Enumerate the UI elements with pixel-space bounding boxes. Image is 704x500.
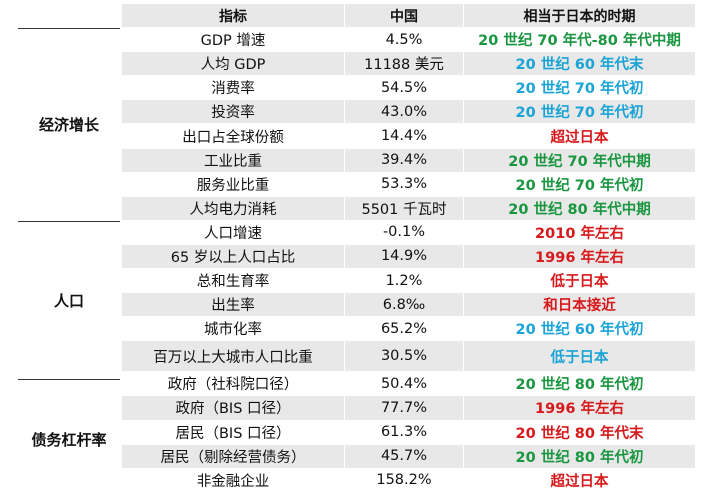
table-row: 投资率 43.0% 20 世纪 70 年代初 (18, 100, 695, 124)
japan-period-cell: 20 世纪 60 年代末 (464, 52, 695, 76)
china-value-cell: 65.2% (380, 320, 428, 337)
indicator-cell: 居民（BIS 口径） (175, 425, 291, 442)
japan-period-cell: 超过日本 (550, 129, 609, 146)
table-row: 居民（BIS 口径） 61.3% 20 世纪 80 年代末 (18, 421, 695, 445)
japan-period-cell: 20 世纪 80 年代初 (464, 444, 695, 468)
category-economic-growth: 经济增长 (38, 116, 99, 134)
japan-period-cell: 20 世纪 60 年代初 (515, 322, 644, 339)
table-row: 政府（社科院口径） 50.4% 20 世纪 80 年代初 (18, 372, 695, 396)
china-value-cell: 14.9% (345, 244, 463, 269)
category-debt-leverage: 债务杠杆率 (31, 430, 107, 449)
china-value-cell: 158.2% (376, 472, 432, 489)
japan-period-cell: 1996 年左右 (464, 244, 695, 269)
indicator-cell: 工业比重 (122, 148, 344, 172)
japan-period-cell: 20 世纪 70 年代初 (515, 81, 644, 98)
comparison-table: 指标 中国 相当于日本的时期 GDP 增速 4.5% 20 世纪 70 年代-80 … (18, 4, 695, 493)
indicator-cell: 居民（剔除经营债务） (122, 444, 344, 468)
indicator-cell: 人口增速 (204, 225, 262, 242)
china-value-cell: 50.4% (380, 375, 428, 392)
japan-period-cell: 1996 年左右 (464, 396, 695, 420)
china-value-cell: 30.5% (345, 341, 463, 372)
japan-period-cell: 20 世纪 80 年代末 (515, 425, 644, 442)
japan-period-cell: 和日本接近 (464, 293, 695, 317)
indicator-cell: 投资率 (122, 100, 344, 124)
china-value-cell: 4.5% (385, 31, 423, 48)
china-value-cell: 77.7% (345, 396, 463, 420)
table-row: 城市化率 65.2% 20 世纪 60 年代初 (18, 317, 695, 341)
table-row: 非金融企业 158.2% 超过日本 (18, 469, 695, 493)
table-row: 65 岁以上人口占比 14.9% 1996 年左右 (18, 244, 695, 269)
china-value-cell: 61.3% (380, 424, 428, 441)
china-value-cell: 45.7% (345, 444, 463, 468)
table-row: 人均电力消耗 5501 千瓦时 20 世纪 80 年代中期 (18, 196, 695, 221)
indicator-cell: 政府（BIS 口径） (122, 396, 344, 420)
table-row: 人均 GDP 11188 美元 20 世纪 60 年代末 (18, 52, 695, 76)
indicator-cell: 人均电力消耗 (122, 196, 344, 220)
japan-period-cell: 20 世纪 70 年代初 (515, 177, 644, 194)
indicator-cell: 人均 GDP (122, 52, 344, 76)
china-value-cell: 6.8‰ (345, 293, 463, 317)
category-divider (18, 221, 120, 222)
japan-period-cell: 20 世纪 70 年代-80 年代中期 (478, 33, 681, 50)
category-divider (18, 379, 120, 380)
indicator-cell: 非金融企业 (196, 473, 270, 490)
japan-period-cell: 20 世纪 80 年代初 (515, 377, 644, 394)
japan-period-cell: 低于日本 (464, 341, 695, 372)
japan-period-cell: 超过日本 (550, 473, 609, 490)
indicator-cell: 城市化率 (204, 322, 262, 339)
indicator-cell: 出口占全球份额 (182, 129, 284, 146)
indicator-cell: 政府（社科院口径） (167, 377, 299, 394)
china-value-cell: 5501 千瓦时 (345, 196, 463, 220)
table-row: GDP 增速 4.5% 20 世纪 70 年代-80 年代中期 (18, 28, 695, 52)
indicator-cell: 出生率 (122, 293, 344, 317)
table-row: 百万以上大城市人口比重 30.5% 低于日本 (18, 341, 695, 372)
indicator-cell: 服务业比重 (196, 177, 270, 194)
header-indicator: 指标 (122, 4, 344, 28)
category-divider (18, 28, 120, 29)
japan-period-cell: 20 世纪 70 年代中期 (464, 148, 695, 172)
table-body: GDP 增速 4.5% 20 世纪 70 年代-80 年代中期人均 GDP 11188… (18, 28, 695, 493)
china-value-cell: -0.1% (382, 224, 426, 241)
category-population: 人口 (53, 291, 84, 310)
table-row: 人口增速 -0.1% 2010 年左右 (18, 221, 695, 245)
japan-period-cell: 低于日本 (550, 274, 609, 291)
japan-period-cell: 2010 年左右 (535, 225, 624, 242)
table-row: 服务业比重 53.3% 20 世纪 70 年代初 (18, 173, 695, 197)
indicator-cell: 总和生育率 (196, 274, 270, 291)
table-row: 出口占全球份额 14.4% 超过日本 (18, 124, 695, 148)
table-row: 政府（BIS 口径） 77.7% 1996 年左右 (18, 396, 695, 420)
indicator-cell: 65 岁以上人口占比 (122, 244, 344, 269)
table-row: 工业比重 39.4% 20 世纪 70 年代中期 (18, 148, 695, 173)
indicator-cell: 消费率 (211, 81, 255, 98)
header-japan-period: 相当于日本的时期 (464, 4, 695, 28)
japan-period-cell: 20 世纪 80 年代中期 (464, 196, 695, 220)
indicator-cell: 百万以上大城市人口比重 (122, 341, 344, 372)
china-value-cell: 54.5% (380, 79, 428, 96)
table-header-row: 指标 中国 相当于日本的时期 (18, 4, 695, 28)
china-value-cell: 11188 美元 (345, 52, 463, 76)
china-value-cell: 14.4% (380, 128, 428, 145)
table-row: 消费率 54.5% 20 世纪 70 年代初 (18, 76, 695, 100)
china-value-cell: 1.2% (385, 272, 423, 289)
japan-period-cell: 20 世纪 70 年代初 (464, 100, 695, 124)
china-value-cell: 43.0% (345, 100, 463, 124)
table-row: 总和生育率 1.2% 低于日本 (18, 269, 695, 293)
indicator-cell: GDP 增速 (200, 33, 266, 50)
china-value-cell: 53.3% (380, 176, 428, 193)
table-row: 居民（剔除经营债务） 45.7% 20 世纪 80 年代初 (18, 444, 695, 469)
header-china: 中国 (345, 4, 463, 28)
table-row: 出生率 6.8‰ 和日本接近 (18, 293, 695, 317)
china-value-cell: 39.4% (345, 148, 463, 172)
